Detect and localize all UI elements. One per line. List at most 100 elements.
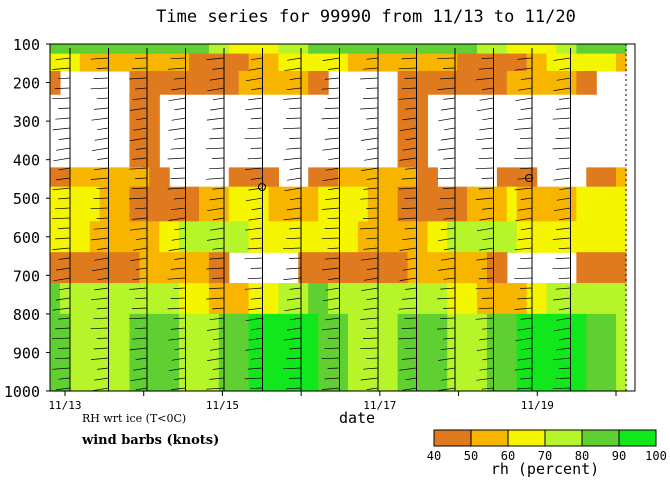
rh-cell (238, 221, 250, 253)
wind-barb (559, 187, 571, 191)
wind-barb (245, 107, 263, 111)
rh-cell (447, 283, 458, 315)
wind-barb (174, 377, 186, 380)
wind-barb (129, 77, 148, 80)
rh-cell (477, 70, 488, 95)
rh-cell (109, 53, 121, 72)
rh-cell (417, 186, 428, 222)
rh-cell (189, 70, 200, 95)
wind-barb (515, 337, 533, 342)
wind-barb (52, 247, 71, 250)
wind-barb (559, 337, 571, 341)
wind-barb (58, 137, 71, 140)
wind-barb (556, 197, 571, 201)
wind-barb (94, 287, 109, 291)
x-axis: 11/13 11/15 11/17 11/19 (48, 391, 617, 412)
wind-barb (56, 147, 71, 151)
rh-cell (298, 313, 309, 392)
wind-barb (245, 347, 263, 351)
rh-cell (308, 186, 319, 222)
rh-cell (248, 313, 260, 392)
wind-barb (321, 387, 340, 390)
rh-cell (397, 283, 409, 315)
wind-barb (328, 157, 340, 161)
rh-cell (198, 221, 210, 253)
rh-cell (308, 167, 319, 188)
rh-cell (387, 283, 399, 315)
wind-barb (283, 97, 302, 100)
rh-cell (397, 186, 409, 222)
wind-barb (245, 197, 263, 202)
rh-cell (59, 186, 71, 222)
rh-cell (407, 167, 419, 188)
wind-barb (328, 187, 340, 190)
wind-barb (58, 227, 71, 229)
wind-barb (212, 157, 225, 159)
rh-cell (258, 283, 270, 315)
wind-barb (443, 157, 456, 160)
rh-cell (238, 186, 250, 222)
rh-cell (387, 313, 399, 392)
rh-cell (278, 70, 289, 95)
wind-barb (283, 337, 302, 341)
rh-cell (347, 313, 359, 392)
rh-cell (69, 44, 81, 55)
rh-cell (159, 44, 170, 55)
wind-barb (93, 197, 109, 199)
wind-barb (555, 287, 571, 290)
wind-barb (55, 237, 71, 240)
wind-barb (514, 187, 533, 191)
y-tick-label: 200 (13, 75, 40, 93)
rh-cell (179, 53, 190, 72)
rh-cell (347, 252, 359, 284)
rh-cell (308, 283, 319, 315)
wind-barb (289, 257, 302, 259)
wind-barb (250, 147, 263, 149)
rh-cell (596, 221, 607, 253)
wind-barb (244, 137, 263, 140)
wind-barb (135, 87, 148, 90)
rh-cell (377, 53, 389, 72)
wind-note: wind barbs (knots) (81, 433, 219, 448)
wind-barb (206, 297, 225, 300)
wind-barb (94, 137, 109, 141)
wind-barb (517, 357, 533, 361)
wind-barb (132, 307, 148, 309)
wind-barb (132, 217, 148, 220)
wind-barb (363, 367, 379, 370)
rh-cell (258, 44, 270, 55)
rh-cell (159, 186, 170, 222)
rh-cell (119, 167, 131, 188)
rh-cell (576, 70, 587, 95)
wind-barb (173, 317, 186, 320)
wind-barb (476, 227, 494, 232)
wind-barb (93, 107, 109, 110)
rh-cell (447, 70, 458, 95)
rh-cell (506, 44, 518, 55)
wind-barb (250, 387, 263, 389)
rh-cell (268, 167, 280, 188)
wind-barb (289, 167, 302, 170)
wind-barb (93, 317, 109, 320)
wind-barb (360, 77, 379, 80)
rh-cell (268, 313, 280, 392)
rh-cell (288, 44, 299, 55)
wind-barb (251, 207, 263, 211)
wind-barb (482, 237, 494, 241)
wind-barb (476, 257, 494, 261)
rh-cell (159, 221, 170, 253)
rh-cell (596, 252, 607, 284)
rh-cell (278, 221, 289, 253)
wind-barb (552, 117, 571, 120)
rh-cell (387, 53, 399, 72)
rh-cell (596, 283, 607, 315)
rh-cell (506, 313, 518, 392)
rh-cell (129, 70, 140, 95)
wind-barb (476, 107, 494, 112)
wind-barb (286, 357, 302, 360)
rh-cell (477, 252, 488, 284)
wind-barb (514, 247, 533, 251)
rh-cell (268, 53, 280, 72)
rh-cell (496, 283, 508, 315)
rh-cell (159, 313, 170, 392)
